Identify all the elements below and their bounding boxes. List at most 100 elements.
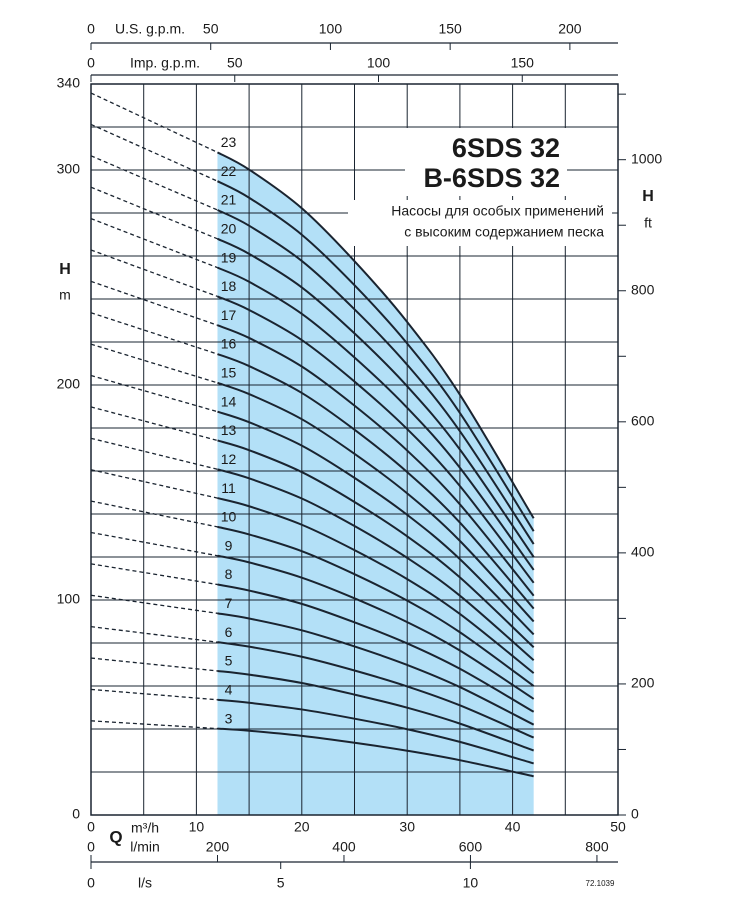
x-tick-label: 100 [367, 55, 391, 71]
shutoff-line [90, 374, 218, 413]
shutoff-line [90, 217, 218, 269]
y-tick-label: 100 [57, 591, 81, 607]
pump-curve [217, 295, 535, 584]
shutoff-line [90, 657, 218, 672]
pump-curve [217, 381, 535, 623]
x-tick-label: 150 [438, 21, 462, 37]
pump-curve [217, 151, 535, 519]
pump-curve [217, 209, 535, 545]
pump-curve [217, 353, 535, 610]
x-axis-label: m³/h [131, 820, 159, 836]
shutoff-line [90, 123, 218, 182]
x-tick-label: 200 [206, 839, 230, 855]
x-tick-label: 0 [87, 55, 95, 71]
stage-label: 10 [221, 509, 237, 525]
stage-label: 3 [225, 710, 233, 726]
stage-label: 21 [221, 192, 237, 208]
pump-curve [217, 698, 534, 765]
x-tick-label: 100 [319, 21, 343, 37]
stage-label: 23 [221, 134, 237, 150]
shutoff-line [90, 688, 218, 701]
x-axis-symbol: Q [109, 827, 122, 846]
figure-code: 72.1039 [586, 879, 615, 888]
y2-tick-label: 1000 [631, 150, 662, 166]
x-tick-label: 10 [189, 819, 205, 835]
shutoff-line [90, 500, 218, 528]
x-tick-label: 10 [463, 875, 479, 891]
pump-curve [217, 180, 535, 532]
x-tick-label: 0 [87, 875, 95, 891]
stage-label: 18 [221, 278, 237, 294]
operating-range [217, 152, 534, 815]
pump-curve [217, 727, 534, 778]
pump-curve [217, 669, 535, 752]
shutoff-line [90, 406, 218, 442]
subtitle-backdrop [348, 200, 612, 246]
shutoff-line [90, 155, 218, 211]
stage-label: 6 [225, 624, 233, 640]
x-tick-label: 20 [294, 819, 310, 835]
pump-curve [217, 554, 535, 700]
stage-label: 15 [221, 365, 237, 381]
shutoff-line [90, 563, 218, 586]
stage-label: 5 [225, 653, 233, 669]
y-tick-label: 340 [57, 75, 81, 91]
pump-curve [217, 439, 535, 649]
subtitle: Насосы для особых применений [391, 203, 604, 219]
shutoff-line [90, 469, 218, 499]
shutoff-line [90, 720, 218, 730]
axis-label: U.S. g.p.m. [115, 21, 185, 37]
stage-label: 12 [221, 451, 237, 467]
x-tick-label: 0 [87, 839, 95, 855]
shutoff-line [90, 626, 218, 643]
x-tick-label: 50 [610, 819, 626, 835]
shutoff-line [90, 280, 218, 326]
y2-axis-label: ft [644, 215, 652, 231]
subtitle: с высоким содержанием песка [404, 224, 604, 240]
pump-curve [217, 266, 535, 571]
x-tick-label: 50 [227, 55, 243, 71]
x-tick-label: 150 [511, 55, 535, 71]
y-tick-label: 200 [57, 376, 81, 392]
stage-label: 17 [221, 307, 237, 323]
pump-curve [217, 641, 535, 739]
pump-curve [217, 468, 535, 661]
y-axis-symbol: H [59, 261, 71, 278]
y2-tick-label: 400 [631, 544, 655, 560]
axis-label: l/s [138, 875, 152, 891]
stage-label: 8 [225, 566, 233, 582]
shutoff-line [90, 186, 218, 240]
stage-label: 19 [221, 249, 237, 265]
stage-label: 20 [221, 221, 237, 237]
x-tick-label: 40 [505, 819, 521, 835]
x-tick-label: 0 [87, 819, 95, 835]
x-tick-label: 5 [277, 875, 285, 891]
shutoff-line [90, 312, 218, 355]
pump-curve [217, 497, 535, 674]
y2-tick-label: 200 [631, 675, 655, 691]
pump-curve [217, 612, 535, 726]
stage-label: 7 [225, 595, 233, 611]
x-tick-label: 50 [203, 21, 219, 37]
chart-title-2: B-6SDS 32 [423, 163, 560, 193]
x-tick-label: 600 [459, 839, 483, 855]
y2-tick-label: 800 [631, 281, 655, 297]
y-axis-label: m [59, 287, 71, 303]
shutoff-line [90, 249, 218, 298]
y-tick-label: 300 [57, 161, 81, 177]
stage-label: 22 [221, 163, 237, 179]
y2-tick-label: 0 [631, 806, 639, 822]
stage-label: 11 [221, 480, 236, 496]
y2-axis-symbol: H [642, 188, 654, 205]
stage-label: 13 [221, 422, 237, 438]
pump-curve [217, 525, 535, 687]
shutoff-line [90, 343, 218, 384]
stage-label: 4 [225, 681, 233, 697]
pump-curve [217, 324, 535, 597]
shutoff-line [90, 531, 218, 557]
chart-title: 6SDS 32 [452, 133, 560, 163]
pump-curve [217, 237, 535, 558]
pump-curve [217, 583, 535, 713]
title-backdrop [405, 128, 567, 196]
